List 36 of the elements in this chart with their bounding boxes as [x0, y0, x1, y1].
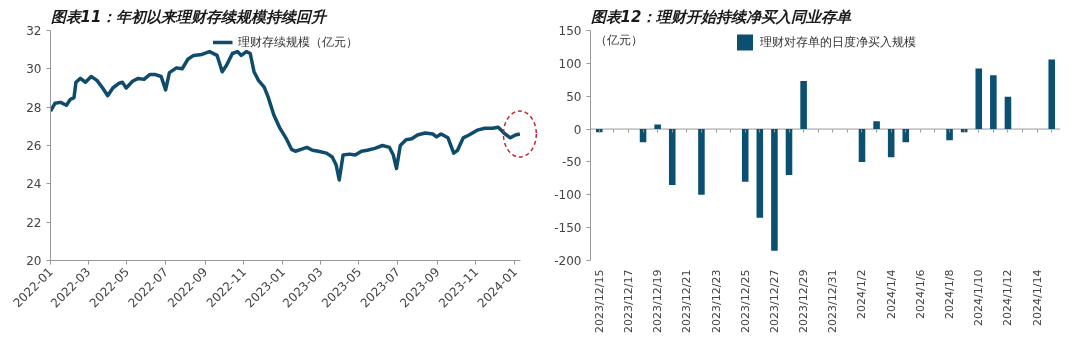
- y-tick-label: 30: [26, 62, 42, 77]
- y-tick-label: 24: [26, 177, 42, 192]
- y-tick-label: 0: [573, 122, 582, 137]
- x-tick-label: 2023/12/31: [826, 269, 840, 333]
- legend-label: 理财对存单的日度净买入规模: [759, 33, 916, 51]
- chart-title: 图表12：理财开始持续净买入同业存单: [590, 7, 853, 26]
- y-tick-label: 100: [558, 56, 582, 71]
- x-tick-label: 2023/12/29: [797, 269, 811, 333]
- x-tick-label: 2023/12/19: [651, 269, 665, 333]
- x-tick-label: 2023/12/25: [738, 269, 752, 333]
- y-axis-title: （亿元）: [594, 32, 643, 47]
- y-tick-label: 20: [26, 254, 42, 268]
- y-tick-label: 50: [566, 89, 582, 104]
- y-tick-label: 28: [26, 100, 42, 115]
- x-tick-label: 2024/1/14: [1030, 269, 1044, 326]
- y-tick-label: 150: [558, 24, 582, 38]
- x-tick-label: 2023/12/21: [680, 269, 694, 333]
- y-tick-label: -150: [554, 221, 582, 236]
- x-tick-label: 2023/12/23: [709, 269, 723, 333]
- y-tick-label: -50: [561, 155, 582, 170]
- y-tick-label: -200: [554, 254, 582, 268]
- y-tick-label: 22: [26, 215, 42, 230]
- legend-label: 理财存续规模（亿元）: [237, 33, 358, 51]
- y-tick-label: -100: [554, 188, 582, 203]
- y-tick-label: 32: [26, 24, 42, 38]
- x-tick-label: 2024/1/6: [913, 269, 927, 319]
- y-tick-label: 26: [26, 139, 42, 153]
- x-tick-label: 2023/12/17: [621, 269, 635, 333]
- x-tick-label: 2024/1/12: [1001, 269, 1015, 326]
- x-tick-label: 2024/1/10: [972, 269, 986, 326]
- x-tick-label: 2024/1/4: [884, 269, 898, 319]
- x-tick-label: 2023/12/15: [592, 269, 606, 333]
- chart-title: 图表11：年初以来理财存续规模持续回升: [50, 7, 329, 26]
- x-tick-label: 2024/1/8: [943, 269, 957, 319]
- x-tick-label: 2024/1/2: [855, 269, 869, 319]
- x-tick-label: 2023/12/27: [767, 269, 781, 333]
